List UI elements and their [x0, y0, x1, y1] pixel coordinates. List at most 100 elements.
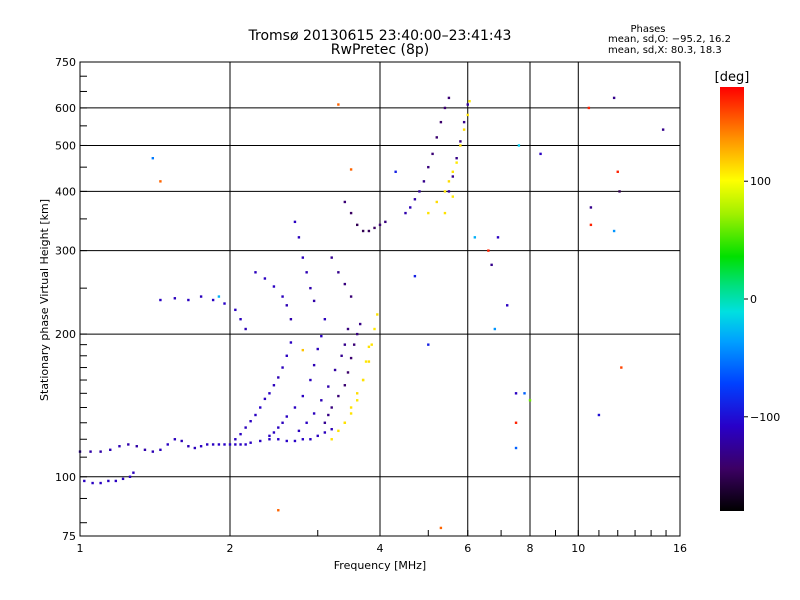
data-point — [431, 152, 434, 156]
colorbar-tick-label: 100 — [750, 175, 771, 188]
y-axis-ticks: 75 100 200 300 400 500 600 750 — [55, 56, 87, 543]
data-point — [343, 200, 347, 204]
data-point — [459, 144, 462, 147]
data-point — [180, 439, 183, 443]
data-point — [159, 448, 162, 452]
data-point — [451, 175, 455, 178]
data-point — [309, 286, 312, 290]
data-point — [228, 443, 232, 446]
colorbar-ticks: 100 0 −100 — [744, 175, 780, 424]
data-point — [305, 271, 308, 274]
y-tick-label: 400 — [55, 185, 76, 198]
data-point — [466, 103, 469, 106]
info-line-2: mean, sd,X: 80.3, 18.3 — [608, 45, 722, 56]
data-point — [427, 211, 430, 215]
data-point — [99, 450, 102, 453]
data-point — [89, 450, 92, 453]
data-point — [589, 223, 593, 227]
data-point — [370, 343, 373, 346]
data-point — [254, 271, 257, 274]
data-point — [285, 354, 288, 357]
grid-lines — [80, 62, 680, 536]
data-point — [281, 421, 284, 424]
data-point — [427, 165, 430, 169]
data-point — [277, 438, 280, 441]
data-point — [361, 229, 365, 233]
data-point — [330, 406, 333, 409]
data-point — [159, 180, 162, 183]
data-point — [285, 415, 288, 418]
x-tick-label: 10 — [571, 542, 585, 555]
x-tick-label: 2 — [227, 542, 234, 555]
data-point — [466, 113, 469, 117]
data-point — [523, 392, 526, 395]
data-point — [439, 120, 443, 124]
data-point — [263, 277, 267, 280]
data-point — [333, 368, 337, 372]
data-point — [312, 363, 316, 367]
data-point — [297, 236, 301, 239]
data-point — [312, 299, 316, 303]
data-point — [349, 412, 353, 415]
data-point — [349, 295, 353, 298]
x-tick-label: 4 — [377, 542, 384, 555]
data-point — [281, 366, 284, 369]
data-point — [514, 392, 518, 395]
data-point — [367, 360, 371, 363]
data-point — [159, 298, 162, 302]
data-point — [409, 206, 412, 209]
data-point — [612, 229, 616, 233]
x-tick-label: 6 — [464, 542, 471, 555]
data-point — [384, 220, 387, 224]
data-point — [193, 446, 197, 450]
colorbar — [720, 87, 744, 511]
data-point — [451, 195, 455, 198]
data-point — [99, 481, 102, 485]
data-point — [661, 128, 665, 131]
data-point — [404, 211, 407, 215]
data-point — [514, 421, 518, 424]
data-point — [239, 432, 242, 436]
data-point — [91, 481, 94, 485]
data-point — [439, 526, 443, 530]
data-point — [493, 327, 497, 331]
data-point — [211, 298, 215, 302]
data-point — [447, 190, 451, 193]
data-point — [528, 399, 532, 402]
data-points — [78, 96, 665, 530]
x-axis-ticks: 1 2 4 6 8 10 16 — [77, 530, 687, 555]
x-tick-label: 8 — [527, 542, 534, 555]
data-point — [316, 347, 319, 351]
data-point — [234, 308, 237, 312]
y-tick-label: 100 — [55, 471, 76, 484]
chart-subtitle: RwPretec (8p) — [331, 42, 429, 58]
data-point — [272, 384, 276, 387]
data-point — [443, 211, 447, 215]
data-point — [187, 445, 190, 448]
data-point — [330, 256, 333, 259]
x-tick-label: 16 — [673, 542, 687, 555]
data-point — [151, 157, 155, 160]
data-point — [205, 443, 209, 446]
data-point — [514, 446, 518, 450]
data-point — [128, 475, 132, 478]
data-point — [234, 443, 237, 446]
data-point — [272, 431, 276, 434]
data-point — [343, 282, 347, 286]
data-point — [199, 295, 203, 298]
data-point — [358, 322, 362, 326]
data-point — [462, 120, 466, 124]
data-point — [337, 103, 340, 106]
data-point — [487, 249, 490, 252]
data-point — [114, 479, 118, 483]
data-point — [455, 157, 458, 160]
chart-title: Tromsø 20130615 23:40:00–23:41:43 — [248, 28, 512, 44]
data-point — [268, 392, 271, 395]
data-point — [173, 438, 177, 441]
data-point — [355, 392, 359, 395]
data-point — [337, 394, 340, 398]
data-point — [378, 223, 382, 227]
data-point — [435, 200, 438, 204]
data-point — [132, 471, 135, 474]
data-point — [443, 190, 447, 193]
